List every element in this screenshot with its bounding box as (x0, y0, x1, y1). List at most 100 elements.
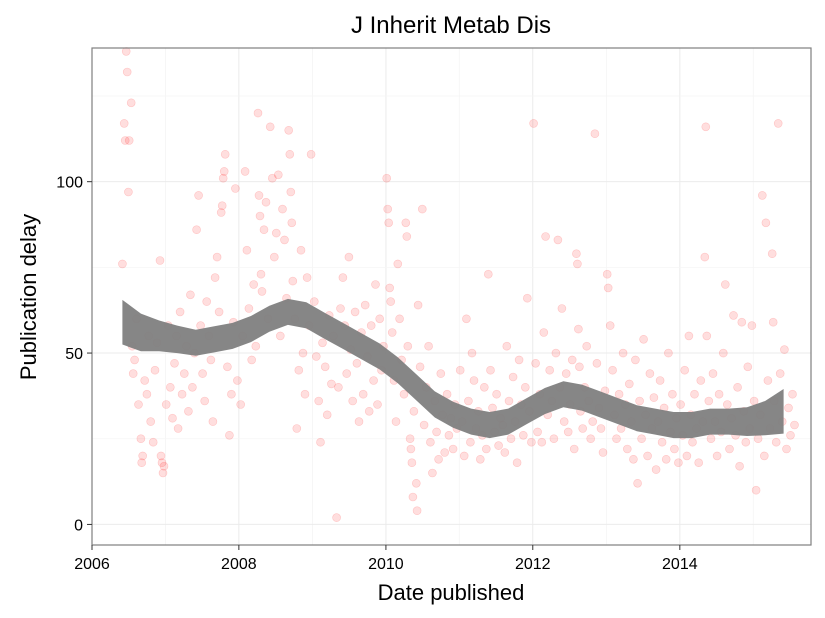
data-point (120, 136, 130, 145)
data-point (780, 345, 789, 354)
data-point (569, 444, 579, 454)
data-point (364, 406, 374, 416)
data-point (255, 211, 265, 221)
data-point (749, 396, 759, 406)
data-point (192, 225, 201, 234)
data-point (296, 245, 306, 255)
data-point (786, 430, 795, 440)
plot-panel (91, 47, 812, 546)
data-point (419, 420, 429, 430)
data-point (537, 437, 547, 447)
data-point (768, 317, 778, 327)
data-point (631, 355, 640, 365)
data-point (412, 506, 422, 516)
data-point (188, 382, 197, 392)
data-point (336, 304, 345, 313)
data-point (403, 341, 413, 351)
data-point (737, 317, 747, 327)
data-point (406, 444, 416, 454)
data-point (522, 293, 532, 303)
data-point (714, 389, 724, 399)
data-point (311, 352, 321, 361)
data-point (261, 197, 271, 207)
data-point (386, 297, 396, 306)
data-point (251, 341, 261, 351)
data-point (763, 376, 773, 385)
data-point (655, 376, 665, 385)
data-point (170, 358, 179, 368)
data-point (257, 287, 267, 296)
data-point (318, 338, 327, 348)
chart-title: J Inherit Metab Dis (351, 12, 551, 39)
data-point (784, 403, 793, 413)
data-point (690, 389, 699, 399)
data-point (557, 304, 567, 313)
data-point (520, 382, 530, 392)
data-point (596, 424, 606, 433)
data-point (434, 454, 443, 464)
data-point (605, 321, 615, 330)
data-point (561, 369, 571, 378)
data-point (592, 358, 602, 368)
y-axis: 0 50 100 (56, 175, 92, 534)
data-point (119, 119, 129, 128)
data-point (539, 328, 549, 337)
data-point (588, 417, 598, 426)
data-point (173, 424, 183, 433)
data-point (309, 297, 319, 306)
data-point (200, 396, 209, 406)
data-point (373, 400, 382, 409)
x-tick-label: 2012 (515, 556, 551, 573)
smooth-confidence-band (122, 298, 784, 439)
data-point (292, 424, 302, 433)
data-point (684, 331, 694, 341)
data-point (462, 314, 471, 324)
data-point (298, 348, 308, 358)
data-point (582, 341, 592, 351)
data-point (350, 307, 360, 317)
data-point (140, 376, 149, 385)
data-point (118, 259, 127, 269)
data-point (567, 355, 577, 365)
data-point (533, 427, 542, 437)
data-point (280, 235, 289, 245)
data-point (391, 417, 401, 426)
data-point (407, 458, 417, 468)
data-point (608, 365, 617, 375)
data-point (696, 376, 706, 385)
data-point (645, 369, 655, 378)
data-point (500, 448, 510, 457)
data-point (661, 454, 671, 464)
data-point (704, 396, 714, 406)
data-point (670, 444, 679, 454)
data-point (231, 184, 240, 193)
data-point (371, 280, 380, 289)
data-point (223, 362, 232, 372)
x-axis: 2006 2008 2010 2012 2014 (74, 545, 698, 573)
data-point (383, 204, 393, 214)
data-point (720, 280, 730, 289)
data-point (316, 437, 325, 447)
data-point (624, 379, 634, 389)
data-point (424, 341, 433, 351)
data-point (598, 448, 608, 457)
data-point (574, 324, 583, 334)
data-point (358, 389, 368, 399)
data-point (668, 389, 677, 399)
data-point (682, 451, 692, 461)
data-point (603, 283, 613, 293)
data-point (142, 389, 152, 399)
data-point (590, 129, 600, 138)
data-point (417, 204, 427, 214)
data-point (382, 173, 392, 183)
data-point (741, 437, 751, 447)
data-point (529, 119, 538, 128)
data-point (612, 434, 621, 444)
data-point (448, 444, 458, 454)
data-point (494, 441, 503, 450)
data-point (700, 252, 710, 262)
data-point (725, 444, 734, 454)
data-point (508, 372, 518, 382)
data-point (269, 252, 279, 262)
data-point (126, 98, 136, 108)
